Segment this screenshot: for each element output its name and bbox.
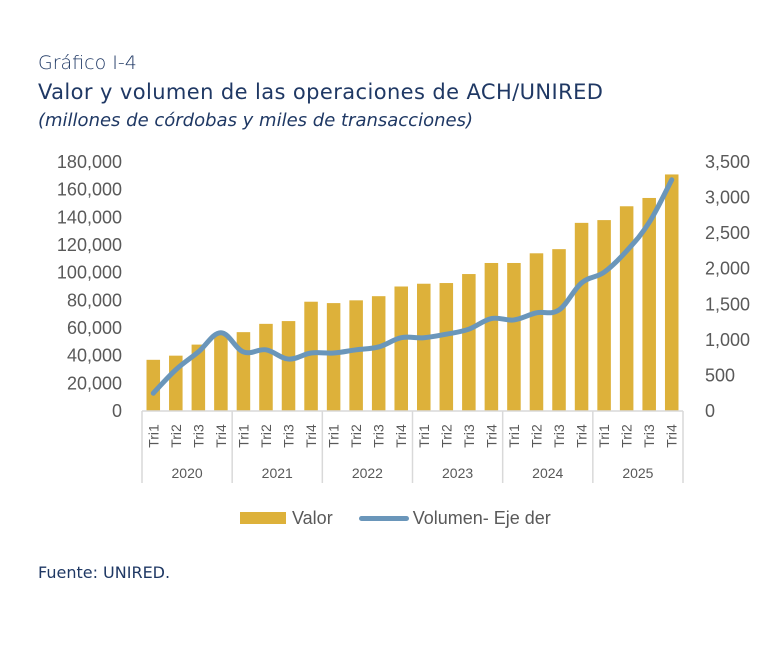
right-tick-label: 500 — [705, 365, 735, 385]
bar-valor — [619, 206, 634, 411]
quarter-label: Tri1 — [326, 424, 342, 448]
right-tick-label: 2,000 — [705, 259, 750, 279]
chart-subtitle: (millones de córdobas y miles de transac… — [38, 110, 473, 131]
bar-valor — [529, 253, 544, 411]
legend: Valor Volumen- Eje der — [240, 506, 577, 530]
source-note: Fuente: UNIRED. — [38, 563, 171, 582]
bar-valor — [597, 220, 611, 411]
bar-valor — [214, 334, 228, 411]
bar-valor — [326, 303, 341, 411]
quarter-label: Tri1 — [145, 424, 161, 448]
quarter-label: Tri3 — [641, 424, 657, 448]
year-label: 2023 — [442, 465, 473, 481]
quarter-label: Tri3 — [551, 424, 567, 448]
quarter-label: Tri4 — [393, 424, 409, 448]
quarter-label: Tri1 — [596, 424, 612, 448]
left-tick-label: 80,000 — [67, 290, 122, 310]
chart-kicker: Gráfico I-4 — [38, 52, 137, 74]
right-tick-label: 2,500 — [705, 223, 750, 243]
category-axis: Tri1 Tri2 Tri3 Tri4 2020 Tri1 Tri2 Tri3 Tri4 2021… — [141, 410, 684, 483]
right-tick-label: 1,000 — [705, 330, 750, 350]
legend-item-volumen: Volumen- Eje der — [358, 507, 551, 529]
bar-valor — [304, 301, 318, 411]
left-tick-label: 40,000 — [67, 346, 122, 366]
legend-swatch-line — [358, 515, 409, 521]
quarter-label: Tri3 — [461, 424, 477, 448]
year-label: 2025 — [622, 465, 653, 481]
bar-valor — [281, 321, 296, 411]
year-label: 2021 — [262, 465, 293, 481]
quarter-label: Tri4 — [664, 424, 680, 448]
quarter-label: Tri4 — [213, 424, 229, 448]
left-tick-label: 20,000 — [67, 373, 122, 393]
quarter-label: Tri2 — [438, 424, 454, 448]
right-tick-label: 0 — [705, 401, 715, 421]
quarter-label: Tri3 — [281, 424, 297, 448]
quarter-label: Tri4 — [303, 424, 319, 448]
bar-valor — [462, 274, 476, 411]
bar-valor — [236, 332, 251, 411]
left-tick-label: 60,000 — [67, 318, 122, 338]
bar-valor — [259, 323, 273, 411]
bar-valor — [507, 262, 521, 411]
year-label: 2020 — [172, 465, 203, 481]
quarter-label: Tri3 — [371, 424, 387, 448]
quarter-label: Tri2 — [168, 424, 184, 448]
quarter-label: Tri2 — [348, 424, 364, 448]
quarter-label: Tri2 — [619, 424, 635, 448]
bar-valor — [394, 286, 408, 411]
bar-valor — [642, 197, 656, 411]
legend-swatch-bar — [240, 512, 286, 524]
bar-valor — [349, 300, 363, 411]
legend-item-valor: Valor — [240, 508, 333, 529]
bar-valor — [439, 283, 454, 411]
quarter-label: Tri3 — [190, 424, 206, 448]
left-axis: 0 20,000 40,000 60,000 80,000 100,000 120,000 1… — [57, 152, 122, 421]
left-tick-label: 120,000 — [57, 235, 122, 255]
left-tick-label: 100,000 — [57, 263, 122, 283]
bar-valor — [191, 344, 206, 411]
quarter-label: Tri1 — [506, 424, 522, 448]
quarter-label: Tri1 — [416, 424, 432, 448]
left-tick-label: 140,000 — [57, 207, 122, 227]
legend-label-valor: Valor — [292, 507, 333, 528]
legend-label-volumen: Volumen- Eje der — [412, 507, 551, 528]
right-axis: 0 500 1,000 1,500 2,000 2,500 3,000 3,500 — [705, 152, 750, 421]
bar-valor — [574, 222, 589, 411]
right-tick-label: 3,500 — [705, 152, 750, 172]
quarter-label: Tri1 — [235, 424, 251, 448]
left-tick-label: 160,000 — [57, 180, 122, 200]
quarter-label: Tri4 — [574, 424, 590, 448]
bar-valor — [417, 283, 431, 411]
bar-series-valor — [146, 174, 679, 411]
quarter-label: Tri4 — [483, 424, 499, 448]
bar-valor — [484, 262, 499, 411]
chart-title: Valor y volumen de las operaciones de AC… — [38, 80, 604, 104]
bar-valor — [552, 249, 566, 411]
left-tick-label: 0 — [112, 401, 122, 421]
bar-valor — [146, 359, 161, 411]
line-series-volumen — [150, 177, 675, 396]
quarter-label: Tri2 — [258, 424, 274, 448]
right-tick-label: 3,000 — [705, 188, 750, 208]
bar-valor — [664, 174, 679, 411]
bar-valor — [371, 296, 386, 411]
quarter-label: Tri2 — [528, 424, 544, 448]
year-label: 2024 — [532, 465, 563, 481]
year-label: 2022 — [352, 465, 383, 481]
left-tick-label: 180,000 — [57, 152, 122, 172]
right-tick-label: 1,500 — [705, 294, 750, 314]
